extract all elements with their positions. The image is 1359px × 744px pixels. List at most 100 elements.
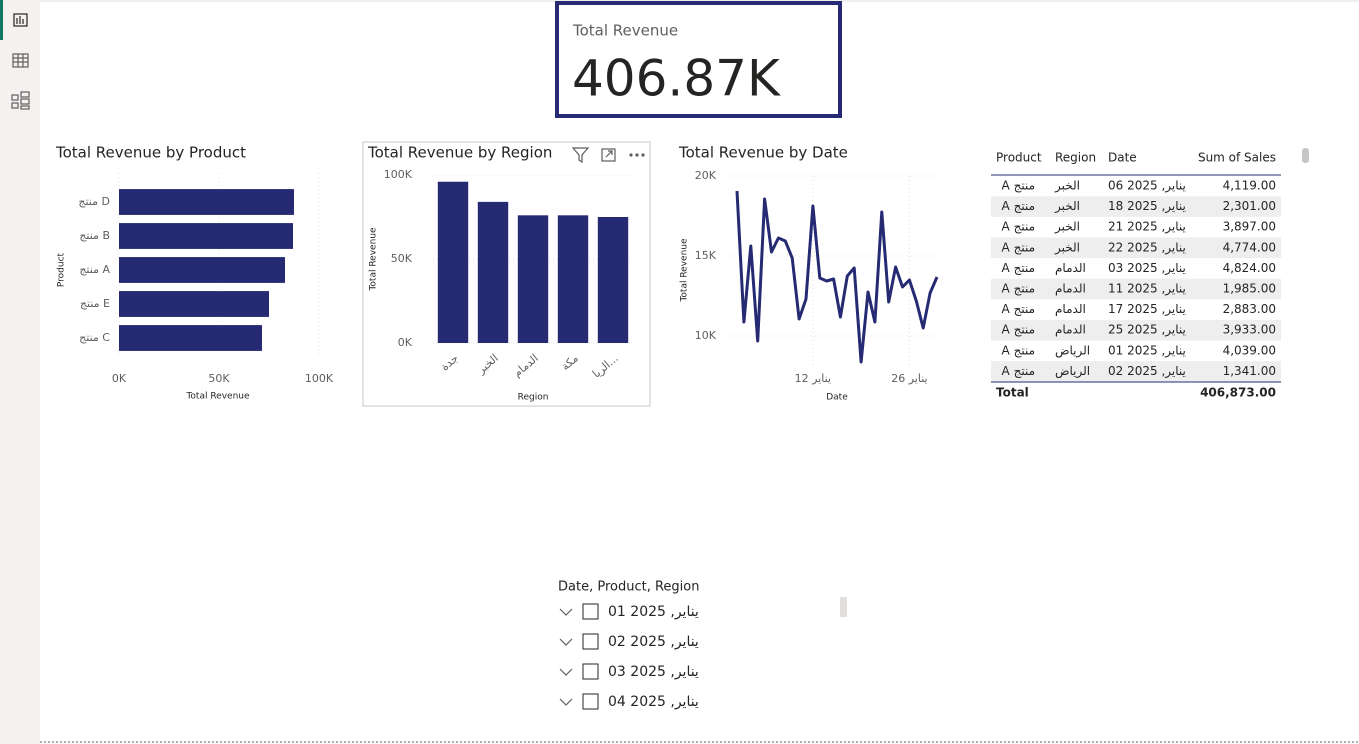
- table-cell: منتج A: [1002, 364, 1035, 378]
- chart-title: Total Revenue by Date: [678, 144, 848, 162]
- y-tick-label: منتج B: [79, 229, 110, 242]
- checkbox[interactable]: [582, 693, 599, 710]
- y-tick-label: منتج C: [79, 331, 110, 344]
- x-tick-label: الخبر: [474, 352, 501, 377]
- table-cell: يناير, 2025 03: [1108, 261, 1186, 276]
- x-tick-label: 100K: [305, 372, 334, 385]
- row-band: [991, 196, 1281, 217]
- bar: [119, 189, 294, 215]
- slicer-scrollbar[interactable]: [840, 597, 847, 617]
- y-tick-label: منتج A: [79, 263, 110, 276]
- column-header: Date: [1108, 151, 1137, 165]
- table-cell: الدمام: [1055, 282, 1086, 296]
- slicer-item: يناير, 2025 03: [608, 664, 699, 680]
- total-label: Total: [996, 386, 1029, 400]
- slicer: Date, Product, Region يناير, 2025 01 يناير…: [558, 580, 699, 711]
- table-cell: الرياض: [1055, 343, 1090, 358]
- table-cell: الخبر: [1054, 199, 1080, 214]
- selected-visual-frame[interactable]: [362, 141, 651, 407]
- table-cell: يناير, 2025 06: [1108, 179, 1186, 194]
- row-band: [991, 319, 1281, 341]
- x-tick-label: 50K: [208, 372, 230, 385]
- table-cell: يناير, 2025 18: [1108, 199, 1186, 214]
- bar: [597, 217, 629, 343]
- line-series: [735, 190, 939, 364]
- table-cell: 2,883.00: [1223, 302, 1276, 316]
- bar: [517, 215, 549, 343]
- table-view-icon[interactable]: [12, 53, 29, 68]
- card-value: 406.87K: [572, 50, 781, 108]
- table-cell: يناير, 2025 17: [1108, 302, 1186, 317]
- table-cell: منتج A: [1002, 240, 1035, 254]
- bar: [119, 223, 293, 249]
- table-cell: 4,119.00: [1223, 179, 1276, 193]
- table-cell: يناير, 2025 02: [1108, 364, 1186, 379]
- expand-chevron[interactable]: [559, 668, 573, 676]
- table-cell: منتج A: [1002, 302, 1035, 316]
- y-axis-title: Total Revenue: [680, 238, 690, 303]
- column-header: Sum of Sales: [1198, 151, 1276, 165]
- table-cell: 4,774.00: [1223, 240, 1276, 254]
- bar: [477, 201, 509, 343]
- y-tick-label: 15K: [695, 249, 717, 262]
- table-cell: منتج A: [1002, 282, 1035, 296]
- table-cell: 2,301.00: [1223, 199, 1276, 213]
- total-value: 406,873.00: [1200, 386, 1276, 400]
- x-axis-title: Date: [826, 393, 848, 403]
- bar: [119, 291, 269, 317]
- y-tick-label: منتج D: [78, 195, 110, 208]
- y-tick-label: 20K: [695, 169, 717, 182]
- x-tick-label: 12 يناير: [795, 372, 831, 385]
- row-band: [991, 278, 1281, 300]
- y-tick-label: 0K: [398, 336, 413, 349]
- expand-chevron[interactable]: [559, 638, 573, 646]
- bar: [557, 215, 589, 343]
- checkbox[interactable]: [582, 633, 599, 650]
- bar: [437, 181, 469, 343]
- x-tick-label: الريا...: [590, 352, 621, 381]
- table-cell: يناير, 2025 25: [1108, 323, 1186, 338]
- table-cell: الخبر: [1054, 220, 1080, 235]
- model-view-icon[interactable]: [11, 91, 30, 110]
- report-view-icon[interactable]: [13, 13, 28, 27]
- x-tick-label: 0K: [112, 372, 127, 385]
- bar: [119, 257, 285, 283]
- visual-header-icons[interactable]: [571, 147, 645, 164]
- row-band: [991, 361, 1281, 382]
- table-cell: يناير, 2025 01: [1108, 343, 1186, 358]
- x-axis-title: Region: [518, 393, 549, 403]
- table-cell: 3,897.00: [1223, 220, 1276, 234]
- checkbox[interactable]: [582, 663, 599, 680]
- table-cell: الدمام: [1055, 323, 1086, 337]
- y-tick-label: 50K: [391, 252, 413, 265]
- table-cell: 4,824.00: [1223, 261, 1276, 275]
- expand-chevron[interactable]: [559, 698, 573, 706]
- slicer-title: Date, Product, Region: [558, 580, 699, 595]
- column-header: Region: [1055, 151, 1096, 165]
- checkbox[interactable]: [582, 603, 599, 620]
- table-cell: منتج A: [1002, 261, 1035, 275]
- y-tick-label: منتج E: [80, 297, 110, 310]
- table-cell: منتج A: [1002, 220, 1035, 234]
- slicer-item: يناير, 2025 04: [608, 694, 699, 710]
- x-tick-label: مكة: [559, 352, 581, 374]
- sidebar: [0, 0, 40, 744]
- table-cell: الخبر: [1054, 179, 1080, 194]
- y-tick-label: 10K: [695, 329, 717, 342]
- table-cell: منتج A: [1002, 199, 1035, 213]
- scrollbar[interactable]: [1302, 148, 1309, 163]
- column-header: Product: [996, 151, 1042, 165]
- table-cell: يناير, 2025 21: [1108, 220, 1186, 235]
- x-tick-label: الدمام: [511, 352, 541, 380]
- active-indicator: [0, 0, 3, 40]
- bar: [119, 325, 262, 351]
- table-cell: 4,039.00: [1223, 343, 1276, 357]
- slicer-item: يناير, 2025 02: [608, 634, 699, 650]
- table-cell: الرياض: [1055, 364, 1090, 379]
- table-cell: الخبر: [1054, 240, 1080, 255]
- expand-chevron[interactable]: [559, 608, 573, 616]
- x-tick-label: جدة: [438, 352, 460, 374]
- table-cell: 1,985.00: [1223, 282, 1276, 296]
- table-cell: يناير, 2025 11: [1108, 282, 1186, 297]
